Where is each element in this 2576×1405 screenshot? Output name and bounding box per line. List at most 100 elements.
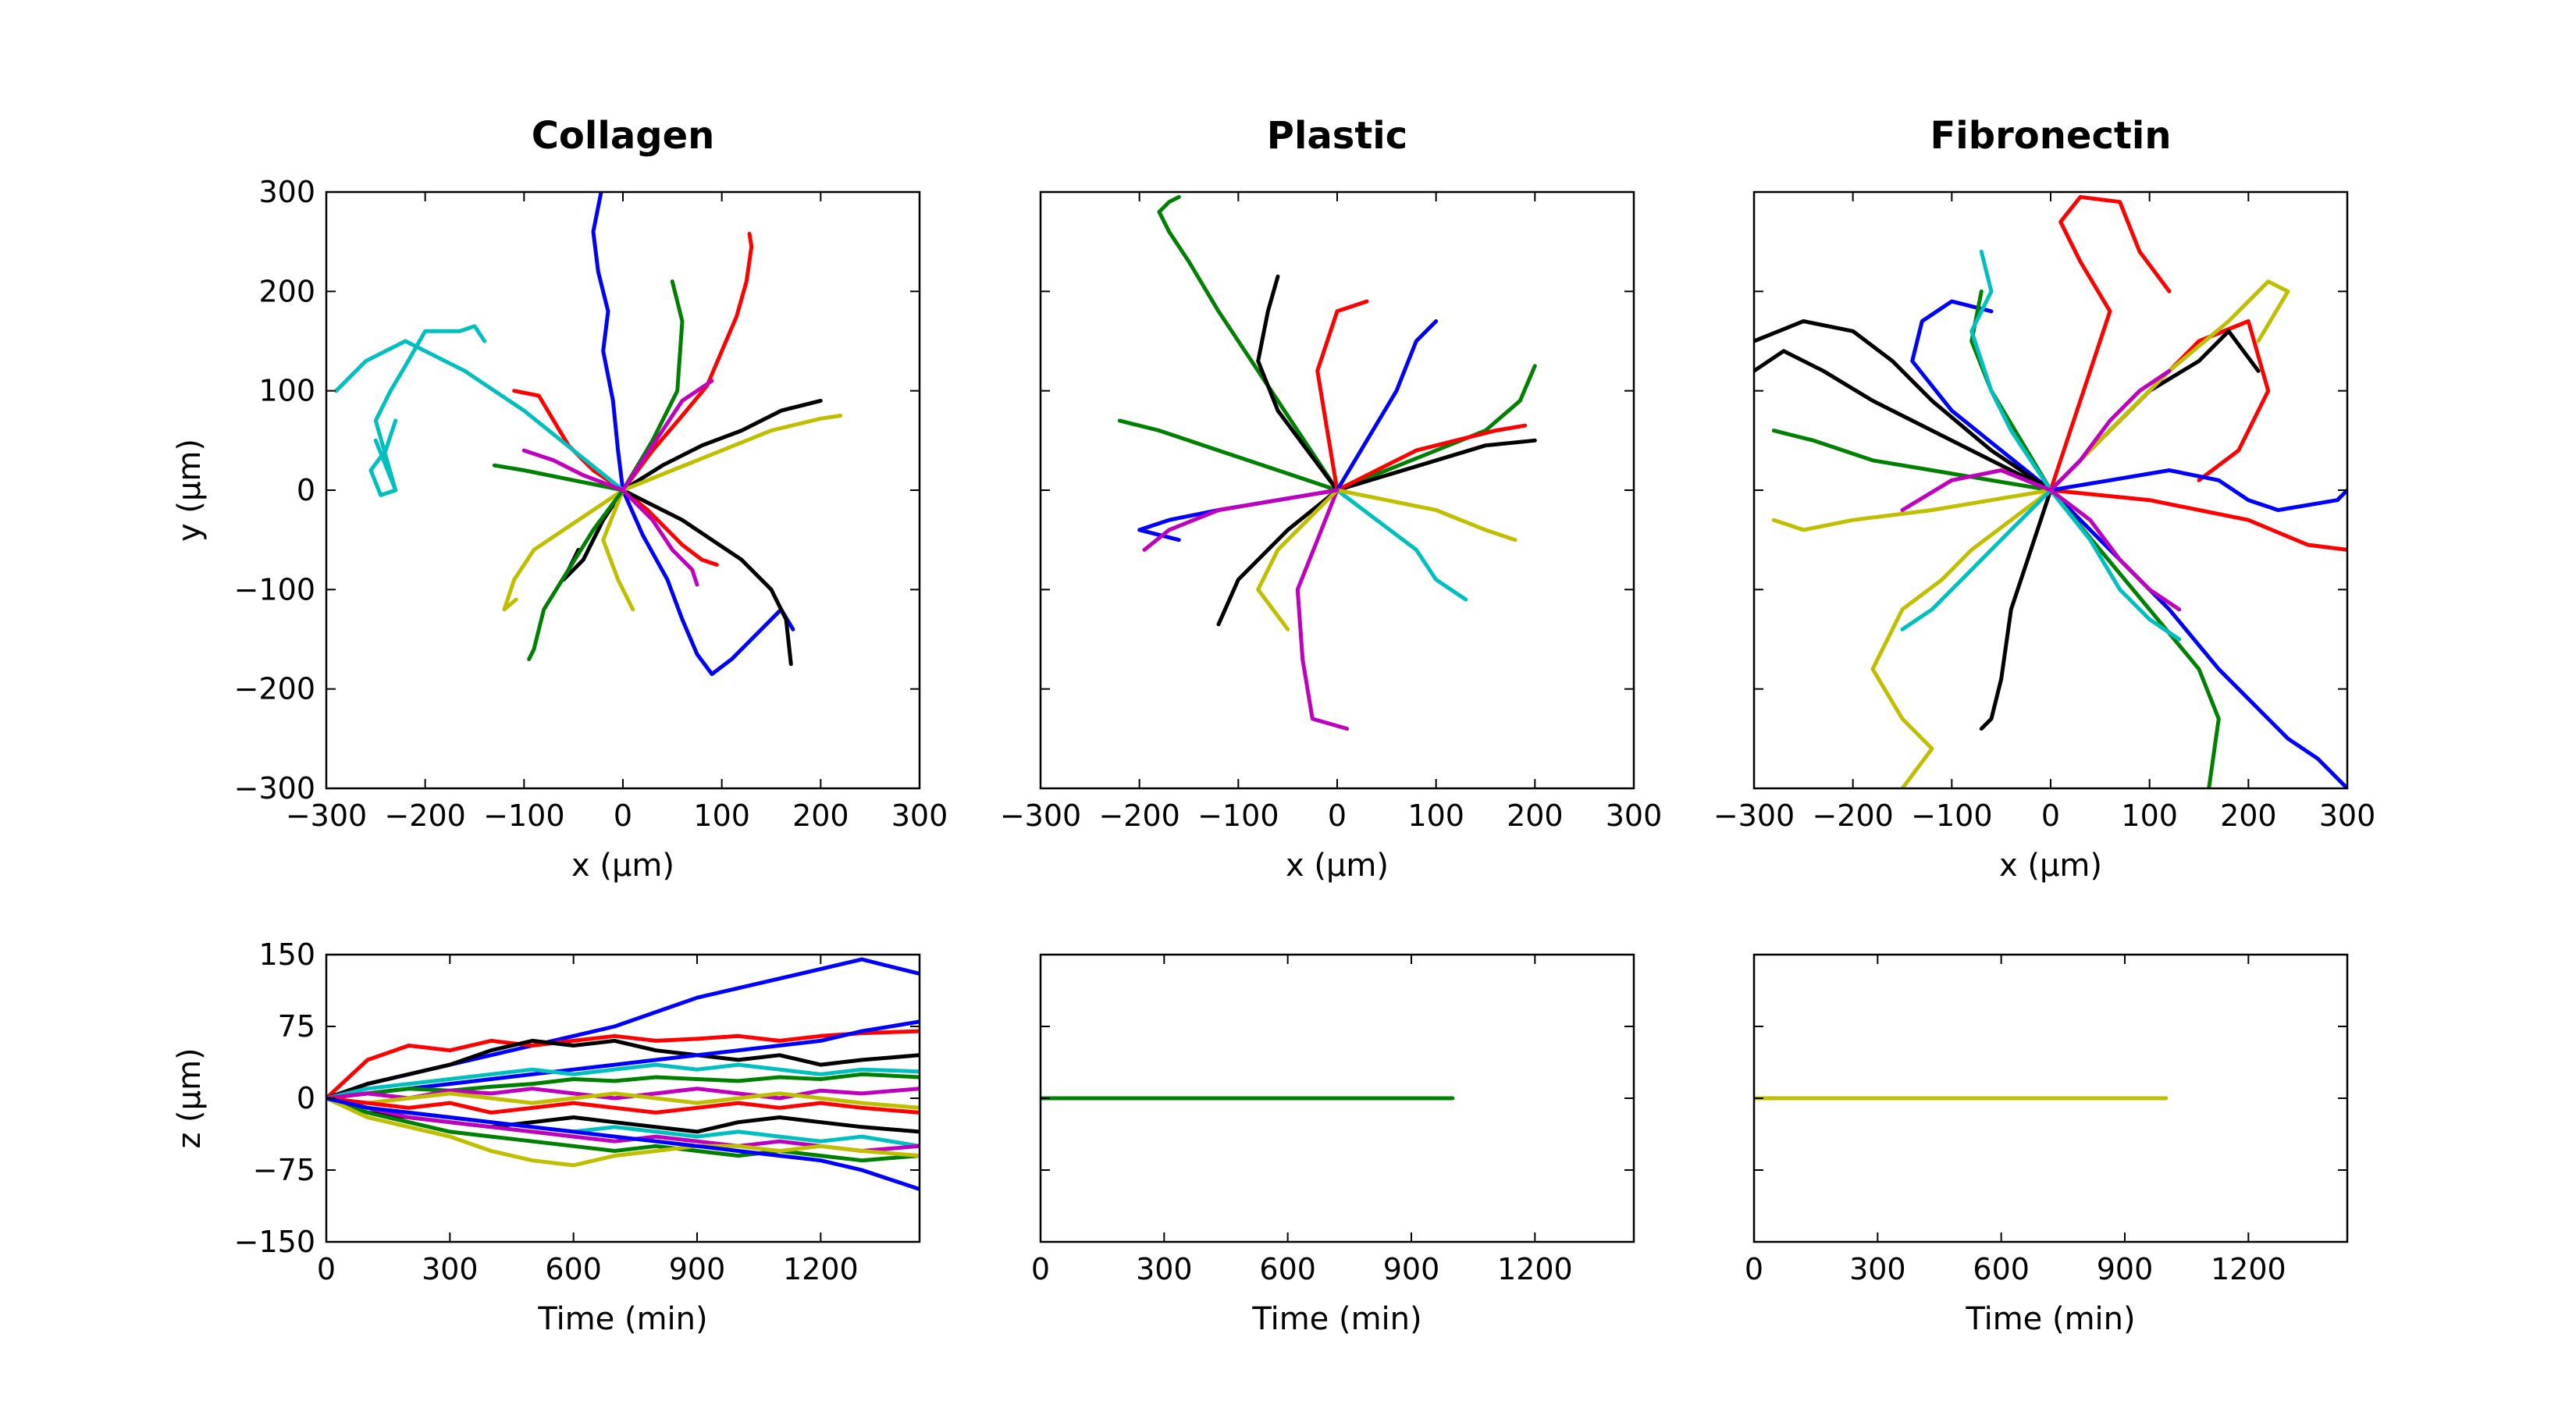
series-line-11	[1335, 488, 1468, 602]
x-tick-label: 200	[792, 799, 849, 833]
series-line-3	[512, 389, 625, 493]
y-tick-label: −100	[234, 572, 315, 606]
series-line-16	[1969, 249, 2053, 493]
series-line-14	[326, 1096, 920, 1191]
series-line-0	[1157, 194, 1340, 493]
series-line-2	[326, 1038, 920, 1101]
series-line-13	[601, 488, 635, 612]
x-tick-label: 600	[545, 1252, 602, 1286]
series-line-21	[1900, 468, 2053, 512]
x-tick-label: −200	[1812, 799, 1893, 833]
x-tick-label: 0	[1031, 1252, 1050, 1286]
series-line-8	[326, 1096, 920, 1115]
series-line-5	[2048, 468, 2347, 512]
series-line-3	[1295, 488, 1350, 731]
series-line-20	[2048, 488, 2182, 612]
series-line-5	[334, 339, 625, 493]
y-tick-label: 200	[258, 274, 315, 308]
x-tick-label: 0	[1745, 1252, 1763, 1286]
series-line-15	[1771, 488, 2053, 532]
series-line-19	[521, 448, 625, 493]
series-line-11	[326, 1096, 920, 1153]
x-axis-label: Time (min)	[1251, 1301, 1421, 1337]
x-tick-label: 900	[1383, 1252, 1440, 1286]
series-line-3	[2048, 488, 2347, 788]
x-tick-label: 100	[693, 799, 750, 833]
chart-panel-z-1: 0 300 600 900 1200 Time (min)	[1031, 953, 1635, 1337]
x-tick-label: −200	[1098, 799, 1179, 833]
x-tick-label: 100	[2121, 799, 2178, 833]
y-tick-label: 150	[258, 937, 315, 972]
y-tick-label: 100	[258, 374, 315, 408]
series-line-4	[1910, 299, 2053, 493]
series-line-5	[1335, 438, 1537, 493]
y-axis-label: z (µm)	[172, 1048, 208, 1148]
series-line-1	[621, 488, 795, 677]
y-tick-label: −150	[234, 1225, 315, 1259]
series-group	[326, 957, 920, 1191]
series-group	[1754, 194, 2347, 788]
x-tick-label: 300	[891, 799, 948, 833]
series-line-19	[2048, 368, 2172, 493]
series-line-7	[326, 1091, 920, 1110]
x-tick-label: 1200	[1497, 1252, 1573, 1286]
series-line-2	[2048, 319, 2271, 493]
series-line-7	[1335, 423, 1528, 493]
x-tick-label: 300	[1136, 1252, 1193, 1286]
x-tick-label: 200	[1507, 799, 1564, 833]
x-tick-label: 900	[2097, 1252, 2154, 1286]
y-tick-label: −75	[253, 1153, 315, 1187]
chart-panel-z-2: 0 300 600 900 1200 Time (min)	[1745, 953, 2349, 1337]
x-tick-label: 600	[1259, 1252, 1316, 1286]
y-tick-label: 0	[297, 473, 315, 507]
series-line-3	[326, 1019, 920, 1101]
series-line-2	[621, 232, 754, 493]
series-line-11	[621, 414, 843, 493]
x-axis-label: x (µm)	[1999, 848, 2102, 884]
series-line-14	[527, 488, 625, 661]
series-line-8	[1979, 488, 2053, 731]
series-line-13	[1335, 488, 1517, 542]
series-line-4	[621, 488, 719, 567]
series-line-13	[326, 1096, 920, 1168]
series-line-14	[1142, 488, 1340, 552]
series-line-4	[1256, 274, 1340, 493]
series-line-18	[621, 488, 699, 587]
x-tick-label: 200	[2220, 799, 2277, 833]
series-line-16	[492, 463, 625, 493]
chart-title: Plastic	[1267, 114, 1407, 158]
chart-title: Collagen	[532, 114, 715, 158]
y-tick-label: 0	[297, 1081, 315, 1115]
x-tick-label: −300	[286, 799, 367, 833]
x-axis-label: x (µm)	[571, 848, 674, 884]
series-line-1	[326, 1029, 920, 1101]
chart-title: Fibronectin	[1930, 114, 2172, 158]
series-line-6	[1216, 488, 1340, 627]
y-tick-label: 300	[258, 175, 315, 209]
x-tick-label: 300	[2319, 799, 2376, 833]
x-tick-label: 0	[317, 1252, 336, 1286]
series-line-2	[1117, 418, 1340, 493]
x-tick-label: 1200	[2211, 1252, 2286, 1286]
series-line-11	[1771, 429, 2053, 493]
series-line-6	[373, 324, 487, 493]
x-tick-label: 600	[1973, 1252, 2030, 1286]
series-line-6	[1754, 349, 2053, 493]
chart-panel-xy-2: −300 −200 −100 0 100 200 300 Fibronectin x (µm)	[1713, 114, 2375, 884]
x-tick-label: −300	[1000, 799, 1081, 833]
x-tick-label: 0	[1328, 799, 1347, 833]
series-line-17	[1900, 488, 2053, 631]
series-line-17	[621, 379, 714, 493]
x-tick-label: 300	[422, 1252, 479, 1286]
x-tick-label: −100	[1197, 799, 1279, 833]
x-axis-label: x (µm)	[1286, 848, 1389, 884]
series-line-12	[502, 488, 625, 612]
x-tick-label: −300	[1713, 799, 1795, 833]
series-line-7	[1754, 319, 2053, 493]
series-line-8	[1315, 299, 1369, 493]
x-axis-label: Time (min)	[537, 1301, 707, 1337]
series-line-18	[2048, 488, 2182, 642]
series-line-4	[326, 1062, 920, 1101]
y-tick-label: −300	[234, 771, 315, 806]
